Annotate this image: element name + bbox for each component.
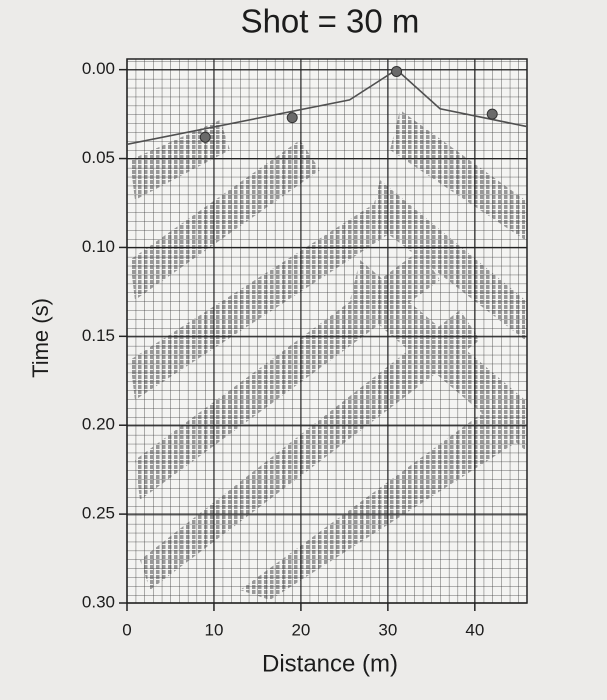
x-tick-label: 20 [291,620,310,639]
x-tick-label: 0 [122,620,131,639]
x-tick-label: 10 [204,620,223,639]
x-tick-label: 30 [378,620,397,639]
y-tick-label: 0.20 [82,415,115,434]
y-tick-label: 0.05 [82,148,115,167]
x-axis-label: Distance (m) [262,650,398,677]
y-tick-label: 0.00 [82,59,115,78]
pick-point [286,112,298,124]
y-tick-label: 0.15 [82,326,115,345]
y-tick-label: 0.30 [82,592,115,611]
pick-point [391,65,403,77]
pick-point [486,108,498,120]
chart-title: Shot = 30 m [241,3,420,40]
minor-grid [127,59,527,603]
y-tick-label: 0.10 [82,237,115,256]
x-tick-label: 40 [465,620,484,639]
y-tick-label: 0.25 [82,504,115,523]
pick-point [199,131,211,143]
y-axis-label: Time (s) [28,298,53,378]
